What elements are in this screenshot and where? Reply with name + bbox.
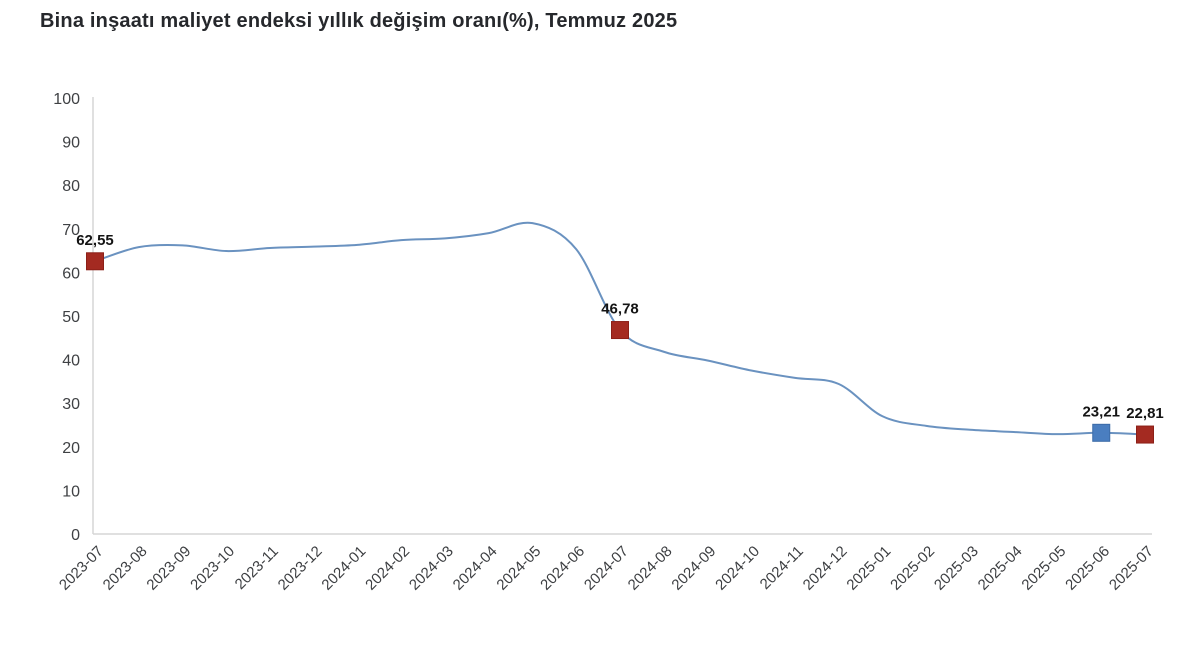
y-tick-label: 30: [62, 396, 80, 413]
x-tick-label: 2023-10: [187, 543, 238, 594]
y-tick-label: 50: [62, 309, 80, 326]
data-point-marker: [1136, 425, 1154, 444]
x-tick-label: 2023-09: [143, 543, 194, 594]
x-tick-label: 2025-07: [1106, 543, 1157, 594]
x-tick-label: 2023-11: [232, 543, 282, 593]
x-tick-label: 2023-08: [100, 543, 151, 594]
x-tick-label: 2025-04: [975, 543, 1026, 594]
data-point-marker: [1092, 423, 1111, 442]
x-tick-label: 2025-06: [1062, 543, 1113, 594]
x-tick-label: 2025-01: [843, 543, 894, 594]
x-tick-label: 2024-11: [757, 543, 807, 593]
x-tick-label: 2025-05: [1018, 543, 1069, 594]
x-tick-label: 2024-04: [450, 543, 501, 594]
x-tick-label: 2025-03: [931, 543, 982, 594]
x-axis-labels: 2023-072023-082023-092023-102023-112023-…: [56, 543, 1157, 594]
y-tick-label: 60: [62, 265, 80, 282]
y-tick-label: 10: [62, 483, 80, 500]
data-point-label: 62,55: [76, 232, 114, 249]
y-tick-label: 80: [62, 178, 80, 195]
data-point-label: 46,78: [601, 301, 639, 318]
chart-title: Bina inşaatı maliyet endeksi yıllık deği…: [40, 10, 678, 32]
x-tick-label: 2024-05: [493, 543, 544, 594]
y-axis-labels: 0 10 20 30 40 50 60 70 80 90 100: [53, 91, 80, 544]
data-point-label: 22,81: [1126, 405, 1164, 422]
x-tick-label: 2024-02: [362, 543, 413, 594]
x-tick-label: 2024-09: [668, 543, 719, 594]
x-tick-label: 2025-02: [887, 543, 938, 594]
data-point-label: 23,21: [1082, 403, 1120, 420]
data-point-marker: [86, 252, 104, 271]
y-tick-label: 100: [53, 91, 80, 108]
y-tick-label: 70: [62, 222, 80, 239]
x-tick-label: 2024-12: [800, 543, 851, 594]
x-tick-label: 2023-07: [56, 543, 107, 594]
y-tick-label: 0: [71, 527, 80, 544]
x-tick-label: 2024-03: [406, 543, 457, 594]
x-tick-label: 2024-01: [318, 543, 369, 594]
x-tick-label: 2024-07: [581, 543, 632, 594]
data-point-markers: [86, 252, 1154, 444]
y-tick-label: 40: [62, 353, 80, 370]
axis-lines: [92, 97, 1152, 535]
y-tick-label: 90: [62, 135, 80, 152]
x-tick-label: 2024-10: [712, 543, 763, 594]
x-tick-label: 2024-06: [537, 543, 588, 594]
x-tick-label: 2023-12: [275, 543, 326, 594]
data-point-marker: [611, 321, 629, 340]
data-point-labels: 62,55 46,78 23,21 22,81: [76, 232, 1164, 422]
y-tick-label: 20: [62, 440, 80, 457]
x-tick-label: 2024-08: [625, 543, 676, 594]
